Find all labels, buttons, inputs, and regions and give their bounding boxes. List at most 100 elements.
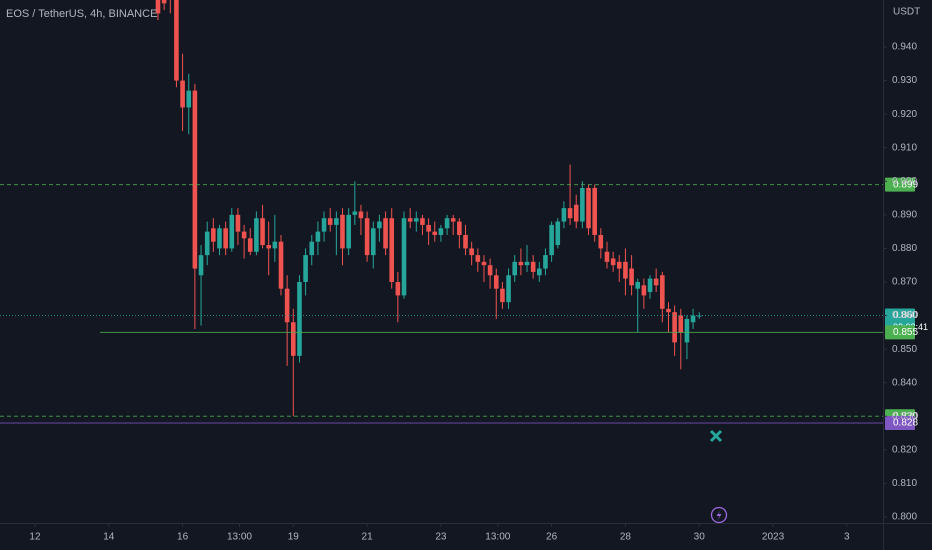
y-tick-label: 0.820	[892, 444, 917, 455]
candle-body	[512, 261, 518, 276]
candle-body	[395, 281, 401, 296]
candle-body	[420, 218, 425, 225]
candle-body	[580, 187, 585, 222]
candle-body	[278, 241, 284, 289]
y-tick-label: 0.880	[892, 243, 917, 254]
candle-body	[493, 275, 499, 289]
candle-body	[217, 228, 222, 249]
candle-body	[641, 285, 647, 296]
y-tick-label: 0.840	[892, 377, 917, 388]
event-icon[interactable]	[710, 506, 728, 524]
candle-body	[598, 234, 604, 249]
alert-marker[interactable]	[709, 429, 723, 443]
candle-body	[284, 288, 290, 323]
cross-icon	[709, 429, 723, 443]
x-tick-label: 13:00	[485, 532, 510, 543]
chart-title: EOS / TetherUS, 4h, BINANCE	[6, 8, 157, 20]
candle-body	[653, 278, 659, 286]
candle-body	[543, 255, 548, 269]
candle-body	[186, 90, 192, 108]
candle-body	[475, 255, 481, 262]
price-label: 0.860	[893, 310, 918, 321]
candle-body	[327, 218, 333, 225]
price-label: 0.828	[893, 418, 918, 429]
candle-body	[666, 308, 671, 313]
event-circle	[710, 506, 728, 524]
candle-body	[291, 322, 296, 356]
candle-body	[426, 224, 431, 232]
candle-body	[684, 318, 690, 343]
candle-body	[241, 231, 247, 239]
candle-body	[303, 255, 308, 282]
candle-body	[321, 218, 327, 232]
lightning-icon	[716, 510, 722, 521]
candle-body	[555, 221, 561, 246]
x-tick-label: 16	[177, 532, 189, 543]
y-axis-label: USDT	[893, 7, 920, 18]
y-tick-label: 0.800	[892, 512, 917, 523]
y-tick-label: 0.910	[892, 142, 917, 153]
candle-body	[450, 218, 456, 222]
candle-body	[211, 228, 216, 242]
y-tick-label: 0.870	[892, 277, 917, 288]
candle-body	[352, 211, 358, 215]
candle-body	[334, 218, 339, 225]
x-tick-label: 30	[694, 532, 706, 543]
x-tick-label: 26	[546, 532, 558, 543]
x-tick-label: 12	[29, 532, 41, 543]
candle-body	[315, 231, 321, 242]
candle-body	[401, 218, 407, 296]
candle-body	[530, 261, 536, 272]
candle-body	[586, 187, 591, 229]
candle-body	[678, 315, 684, 333]
candle-body	[180, 80, 185, 108]
price-label-box	[885, 177, 915, 192]
x-tick-label: 14	[103, 532, 115, 543]
candle-body	[432, 231, 438, 235]
price-label: 0.899	[893, 179, 918, 190]
candle-body	[487, 265, 493, 276]
candle-body	[537, 268, 542, 276]
candle-body	[672, 312, 677, 343]
candle-body	[254, 218, 259, 252]
candle-body	[500, 288, 505, 303]
price-label: 0.855	[893, 327, 918, 338]
candle-body	[247, 238, 253, 252]
y-tick-label: 0.810	[892, 478, 917, 489]
y-tick-label: 0.860	[892, 310, 917, 321]
x-tick-label: 23	[435, 532, 447, 543]
candle-body	[438, 228, 444, 235]
y-tick-label: 0.850	[892, 344, 917, 355]
candle-body	[407, 218, 413, 222]
candle-body	[266, 245, 271, 249]
candle-body	[635, 281, 641, 289]
y-tick-label: 0.940	[892, 42, 917, 53]
candle-body	[561, 208, 567, 222]
candle-body	[309, 241, 315, 256]
candle-body	[610, 258, 616, 266]
candle-body	[297, 281, 302, 356]
y-tick-label: 0.890	[892, 209, 917, 220]
candle-body	[604, 251, 610, 262]
candle-body	[690, 315, 696, 323]
candle-body	[592, 187, 597, 235]
candle-body	[155, 0, 161, 14]
candle-body	[629, 268, 634, 286]
candle-body	[364, 218, 370, 256]
price-label-box	[885, 325, 915, 340]
candle-body	[524, 261, 530, 266]
y-tick-label: 0.900	[892, 176, 917, 187]
x-tick-label: 19	[288, 532, 300, 543]
candle-body	[198, 255, 204, 276]
candle-body	[161, 0, 167, 4]
candle-body	[192, 90, 198, 269]
x-tick-label: 2023	[762, 532, 785, 543]
candle-body	[370, 228, 376, 256]
candle-body	[518, 261, 524, 266]
candle-body	[506, 275, 511, 303]
candle-body	[229, 214, 235, 249]
candle-body	[549, 224, 554, 256]
candle-body	[174, 0, 179, 81]
price-label-box	[885, 415, 915, 430]
candle-body	[389, 218, 395, 282]
